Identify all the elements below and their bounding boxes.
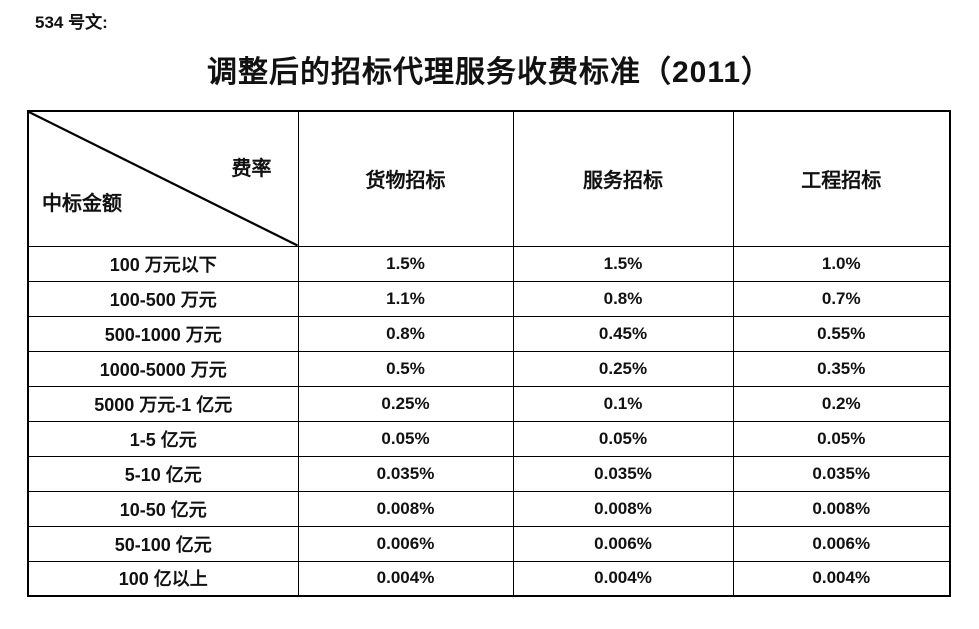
row-label: 100-500 万元: [27, 280, 299, 317]
fee-value: 0.035%: [297, 455, 514, 492]
corner-label-amount: 中标金额: [42, 192, 122, 215]
table-row: 1-5 亿元 0.05% 0.05% 0.05%: [27, 420, 951, 457]
row-label: 50-100 亿元: [27, 525, 299, 562]
row-label: 500-1000 万元: [27, 315, 299, 352]
fee-value: 0.8%: [297, 315, 514, 352]
fee-value: 0.004%: [732, 560, 951, 597]
row-label: 1000-5000 万元: [27, 350, 299, 387]
fee-value: 0.55%: [732, 315, 951, 352]
table-row: 5000 万元-1 亿元 0.25% 0.1% 0.2%: [27, 385, 951, 422]
column-header-goods-bidding: 货物招标: [297, 110, 514, 247]
table-row: 10-50 亿元 0.008% 0.008% 0.008%: [27, 490, 951, 527]
fee-value: 0.45%: [512, 315, 734, 352]
fee-value: 0.004%: [297, 560, 514, 597]
fee-value: 0.004%: [512, 560, 734, 597]
row-label: 100 亿以上: [27, 560, 299, 597]
table-row: 1000-5000 万元 0.5% 0.25% 0.35%: [27, 350, 951, 387]
row-label: 5-10 亿元: [27, 455, 299, 492]
fee-value: 0.006%: [512, 525, 734, 562]
fee-value: 0.25%: [512, 350, 734, 387]
row-label: 1-5 亿元: [27, 420, 299, 457]
table-row: 100-500 万元 1.1% 0.8% 0.7%: [27, 280, 951, 317]
fee-value: 0.035%: [732, 455, 951, 492]
fee-value: 1.0%: [732, 245, 951, 282]
fee-value: 0.5%: [297, 350, 514, 387]
table-row: 500-1000 万元 0.8% 0.45% 0.55%: [27, 315, 951, 352]
fee-value: 0.05%: [297, 420, 514, 457]
fee-value: 0.008%: [512, 490, 734, 527]
fee-value: 0.2%: [732, 385, 951, 422]
fee-value: 0.7%: [732, 280, 951, 317]
table-row: 5-10 亿元 0.035% 0.035% 0.035%: [27, 455, 951, 492]
fee-value: 0.25%: [297, 385, 514, 422]
fee-value: 1.1%: [297, 280, 514, 317]
fee-value: 1.5%: [512, 245, 734, 282]
fee-value: 0.8%: [512, 280, 734, 317]
fee-value: 1.5%: [297, 245, 514, 282]
fee-table: 费率 中标金额 货物招标 服务招标 工程招标 100 万元以下 1.5% 1.5…: [27, 110, 951, 597]
fee-value: 0.1%: [512, 385, 734, 422]
fee-value: 0.05%: [512, 420, 734, 457]
fee-value: 0.006%: [297, 525, 514, 562]
table-row: 100 万元以下 1.5% 1.5% 1.0%: [27, 245, 951, 282]
fee-value: 0.35%: [732, 350, 951, 387]
fee-value: 0.05%: [732, 420, 951, 457]
row-label: 100 万元以下: [27, 245, 299, 282]
column-header-engineering-bidding: 工程招标: [732, 110, 951, 247]
doc-number-label: 534 号文:: [35, 13, 108, 32]
corner-header-cell: 费率 中标金额: [27, 110, 299, 247]
table-row: 100 亿以上 0.004% 0.004% 0.004%: [27, 560, 951, 597]
row-label: 5000 万元-1 亿元: [27, 385, 299, 422]
table-row: 50-100 亿元 0.006% 0.006% 0.006%: [27, 525, 951, 562]
fee-value: 0.008%: [297, 490, 514, 527]
diagonal-divider-line: [29, 112, 297, 245]
row-label: 10-50 亿元: [27, 490, 299, 527]
corner-label-rate: 费率: [231, 158, 272, 180]
page-title: 调整后的招标代理服务收费标准（2011）: [206, 56, 773, 89]
header-row: 费率 中标金额 货物招标 服务招标 工程招标: [27, 110, 951, 247]
fee-value: 0.008%: [732, 490, 951, 527]
fee-value: 0.006%: [732, 525, 951, 562]
fee-value: 0.035%: [512, 455, 734, 492]
column-header-service-bidding: 服务招标: [512, 110, 734, 247]
